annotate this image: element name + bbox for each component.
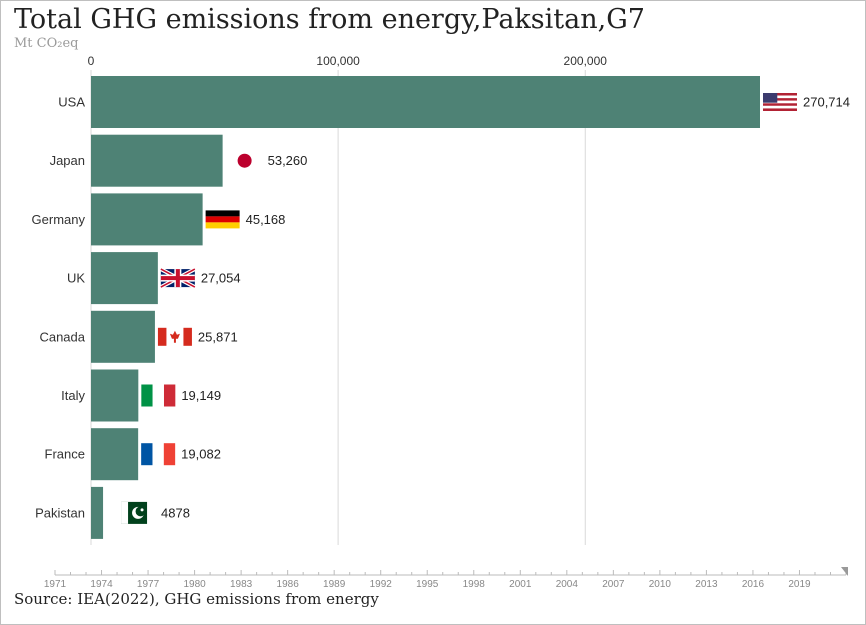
timeline-year-label[interactable]: 1977 [137, 579, 160, 590]
bar-japan [91, 134, 223, 187]
timeline-year-label[interactable]: 1986 [277, 579, 300, 590]
category-label: Italy [61, 388, 85, 403]
value-label: 270,714 [803, 95, 850, 110]
germany-flag-icon [205, 210, 240, 229]
value-label: 4878 [161, 505, 190, 520]
x-tick-label: 100,000 [316, 54, 360, 68]
france-flag-icon [141, 443, 176, 466]
timeline-year-label[interactable]: 1974 [90, 579, 113, 590]
pakistan-flag-icon [121, 501, 148, 524]
category-label: Canada [39, 329, 85, 344]
timeline-year-label[interactable]: 2004 [556, 579, 579, 590]
timeline-year-label[interactable]: 2019 [788, 579, 811, 590]
value-label: 19,082 [181, 447, 221, 462]
bar-germany [91, 193, 203, 246]
timeline-year-label[interactable]: 1992 [370, 579, 393, 590]
category-label: Japan [50, 153, 85, 168]
chart-title: Total GHG emissions from energy,Paksitan… [14, 4, 645, 35]
value-label: 53,260 [268, 153, 308, 168]
italy-flag-icon [141, 384, 176, 407]
timeline-handle[interactable] [841, 567, 848, 576]
timeline-year-label[interactable]: 1998 [463, 579, 486, 590]
timeline-year-label[interactable]: 1995 [416, 579, 439, 590]
bar-pakistan [91, 486, 104, 539]
category-label: Pakistan [35, 505, 85, 520]
timeline-year-label[interactable]: 1989 [323, 579, 346, 590]
timeline-year-label[interactable]: 2001 [509, 579, 532, 590]
value-label: 45,168 [246, 212, 286, 227]
bar-italy [91, 369, 139, 422]
timeline-year-label[interactable]: 2016 [742, 579, 765, 590]
timeline-year-label[interactable]: 1983 [230, 579, 253, 590]
x-tick-label: 200,000 [564, 54, 608, 68]
value-label: 19,149 [181, 388, 221, 403]
canada-flag-icon [157, 327, 192, 346]
value-label: 27,054 [201, 271, 241, 286]
timeline-year-label[interactable]: 1971 [44, 579, 67, 590]
x-tick-label: 0 [88, 54, 95, 68]
bar-uk [91, 252, 158, 305]
category-label: France [45, 447, 85, 462]
us-flag-icon [763, 93, 797, 111]
timeline-year-label[interactable]: 2007 [602, 579, 625, 590]
bar-canada [91, 310, 155, 363]
category-label: Germany [32, 212, 86, 227]
chart-source: Source: IEA(2022), GHG emissions from en… [14, 590, 379, 608]
uk-flag-icon [159, 267, 196, 289]
bar-usa [91, 76, 760, 128]
value-label: 25,871 [198, 329, 238, 344]
timeline-year-label[interactable]: 1980 [183, 579, 206, 590]
category-label: UK [67, 271, 85, 286]
chart-subtitle: Mt CO₂eq [14, 36, 79, 51]
timeline-year-label[interactable]: 2013 [695, 579, 718, 590]
timeline-year-label[interactable]: 2010 [649, 579, 672, 590]
bar-france [91, 428, 139, 481]
japan-flag-icon [227, 151, 262, 170]
category-label: USA [58, 95, 85, 110]
